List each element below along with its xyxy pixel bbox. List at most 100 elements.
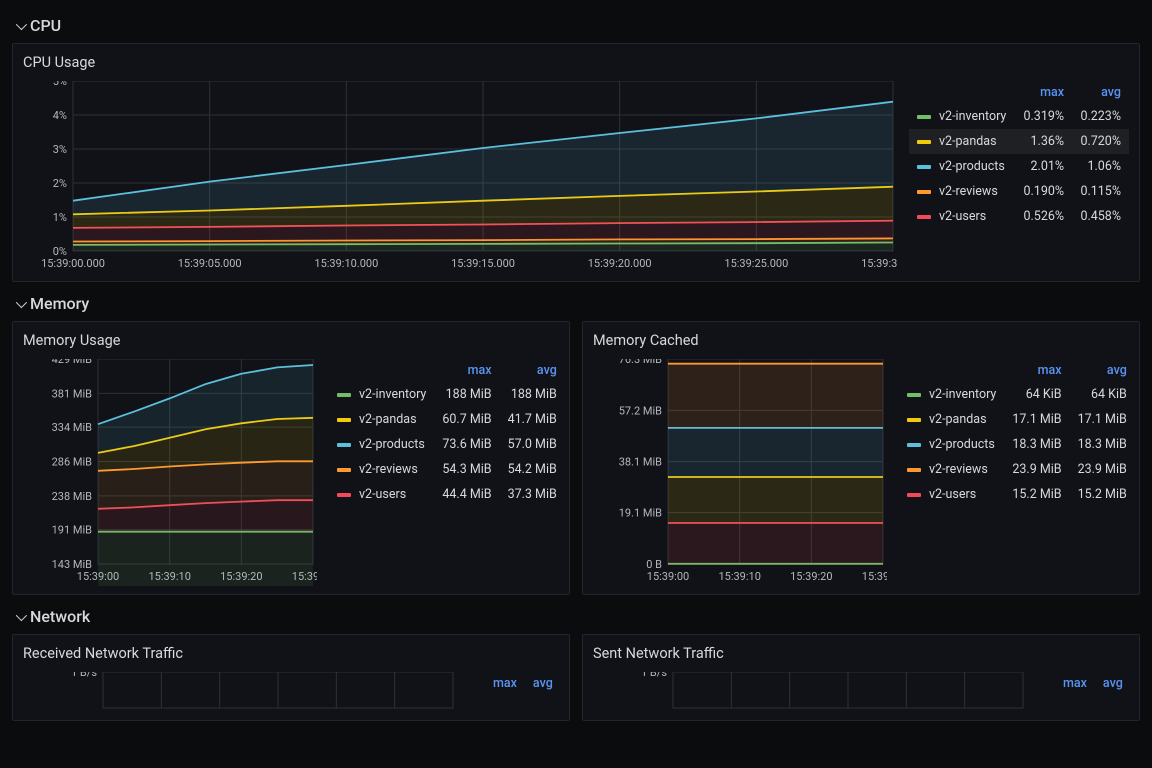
section-toggle-cpu[interactable]: CPU — [16, 16, 1140, 35]
svg-text:334 MiB: 334 MiB — [52, 421, 93, 434]
panel-title: Memory Usage — [23, 332, 559, 349]
memory-cached-chart[interactable]: 0 B19.1 MiB38.1 MiB57.2 MiB76.3 MiB15:39… — [593, 359, 887, 586]
legend-swatch — [337, 493, 351, 497]
legend-series-name: v2-inventory — [929, 387, 996, 402]
legend-series-name: v2-reviews — [939, 184, 998, 199]
legend-row[interactable]: v2-inventory 188 MiB188 MiB — [329, 382, 565, 407]
legend-value: 0.190% — [1015, 179, 1072, 204]
legend-col-header[interactable]: avg — [1070, 359, 1135, 382]
legend-series-name: v2-products — [359, 437, 425, 452]
legend-series-name: v2-inventory — [939, 109, 1006, 124]
legend-row[interactable]: v2-pandas1.36%0.720% — [909, 129, 1129, 154]
legend-row[interactable]: v2-pandas60.7 MiB41.7 MiB — [329, 407, 565, 432]
legend-series-name: v2-pandas — [939, 134, 997, 149]
legend-col-header[interactable] — [899, 359, 1004, 382]
legend-value: 1.06% — [1072, 154, 1129, 179]
legend-value: 15.2 MiB — [1004, 482, 1069, 507]
legend-swatch — [917, 215, 931, 219]
svg-text:15:39:20.000: 15:39:20.000 — [588, 257, 652, 270]
legend-series-name: v2-pandas — [359, 412, 417, 427]
svg-text:15:39:10: 15:39:10 — [148, 570, 190, 583]
legend-row[interactable]: v2-users0.526%0.458% — [909, 204, 1129, 229]
legend-series-name: v2-pandas — [929, 412, 987, 427]
svg-text:286 MiB: 286 MiB — [52, 456, 93, 469]
legend-row[interactable]: v2-products73.6 MiB57.0 MiB — [329, 432, 565, 457]
legend-series-name: v2-products — [939, 159, 1005, 174]
legend-row[interactable]: v2-reviews0.190%0.115% — [909, 179, 1129, 204]
legend-col-header[interactable]: avg — [500, 359, 565, 382]
legend-swatch — [917, 165, 931, 169]
panel-title: Memory Cached — [593, 332, 1129, 349]
panel-net-tx: Sent Network Traffic 1 B/s maxavg — [582, 634, 1140, 721]
legend-row[interactable]: v2-users44.4 MiB37.3 MiB — [329, 482, 565, 507]
svg-text:1 B/s: 1 B/s — [641, 672, 667, 679]
legend-col-header[interactable] — [1039, 672, 1055, 695]
legend-series-name: v2-inventory — [359, 387, 426, 402]
legend-swatch — [907, 443, 921, 447]
legend-swatch — [917, 190, 931, 194]
legend-value: 23.9 MiB — [1004, 457, 1069, 482]
legend-swatch — [337, 393, 351, 397]
legend-swatch — [337, 418, 351, 422]
chevron-down-icon — [16, 18, 27, 29]
legend-col-header[interactable]: max — [1004, 359, 1069, 382]
memory-cached-legend: maxavgv2-inventory64 KiB64 KiBv2-pandas1… — [899, 359, 1129, 586]
panel-memory-cached: Memory Cached 0 B19.1 MiB38.1 MiB57.2 Mi… — [582, 321, 1140, 595]
legend-value: 1.36% — [1015, 129, 1072, 154]
legend-col-header[interactable]: max — [1015, 81, 1072, 104]
legend-row[interactable]: v2-inventory64 KiB64 KiB — [899, 382, 1135, 407]
svg-text:15:39:20: 15:39:20 — [220, 570, 262, 583]
legend-series-name: v2-reviews — [929, 462, 988, 477]
legend-swatch — [917, 115, 931, 119]
legend-value: 73.6 MiB — [434, 432, 499, 457]
net-rx-chart[interactable]: 1 B/s — [23, 672, 457, 712]
legend-col-header[interactable] — [329, 359, 434, 382]
legend-value: 54.3 MiB — [434, 457, 499, 482]
legend-value: 15.2 MiB — [1070, 482, 1135, 507]
legend-row[interactable]: v2-products2.01%1.06% — [909, 154, 1129, 179]
panel-title: Sent Network Traffic — [593, 645, 1129, 662]
legend-value: 188 MiB — [434, 382, 499, 407]
legend-row[interactable]: v2-reviews23.9 MiB23.9 MiB — [899, 457, 1135, 482]
panel-memory-usage: Memory Usage 143 MiB191 MiB238 MiB286 Mi… — [12, 321, 570, 595]
legend-col-header[interactable] — [469, 672, 485, 695]
legend-swatch — [917, 140, 931, 144]
legend-value: 188 MiB — [500, 382, 565, 407]
cpu-chart[interactable]: 0%1%2%3%4%5%15:39:00.00015:39:05.00015:3… — [23, 81, 897, 273]
svg-text:76.3 MiB: 76.3 MiB — [619, 359, 662, 366]
svg-text:1%: 1% — [53, 211, 67, 224]
legend-value: 0.458% — [1072, 204, 1129, 229]
section-toggle-memory[interactable]: Memory — [16, 294, 1140, 313]
svg-text:15:39:10: 15:39:10 — [718, 570, 760, 583]
legend-row[interactable]: v2-inventory0.319%0.223% — [909, 104, 1129, 129]
legend-col-header[interactable]: avg — [1095, 672, 1131, 695]
legend-value: 44.4 MiB — [434, 482, 499, 507]
legend-series-name: v2-reviews — [359, 462, 418, 477]
legend-col-header[interactable]: avg — [1072, 81, 1129, 104]
legend-row[interactable]: v2-pandas17.1 MiB17.1 MiB — [899, 407, 1135, 432]
memory-usage-chart[interactable]: 143 MiB191 MiB238 MiB286 MiB334 MiB381 M… — [23, 359, 317, 586]
svg-text:15:39:30: 15:39:30 — [292, 570, 317, 583]
legend-row[interactable]: v2-products18.3 MiB18.3 MiB — [899, 432, 1135, 457]
legend-col-header[interactable]: max — [1055, 672, 1095, 695]
svg-text:15:39:05.000: 15:39:05.000 — [178, 257, 242, 270]
legend-col-header[interactable]: avg — [525, 672, 561, 695]
legend-value: 17.1 MiB — [1004, 407, 1069, 432]
net-tx-chart[interactable]: 1 B/s — [593, 672, 1027, 712]
legend-row[interactable]: v2-reviews 54.3 MiB54.2 MiB — [329, 457, 565, 482]
section-toggle-network[interactable]: Network — [16, 607, 1140, 626]
legend-row[interactable]: v2-users15.2 MiB15.2 MiB — [899, 482, 1135, 507]
net-tx-legend: maxavg — [1039, 672, 1129, 712]
svg-text:15:39:15.000: 15:39:15.000 — [451, 257, 515, 270]
svg-text:15:39:30: 15:39:30 — [862, 570, 887, 583]
legend-col-header[interactable]: max — [434, 359, 499, 382]
legend-swatch — [907, 393, 921, 397]
legend-swatch — [337, 468, 351, 472]
svg-text:5%: 5% — [53, 81, 67, 88]
legend-col-header[interactable] — [909, 81, 1015, 104]
section-title: CPU — [30, 16, 61, 35]
legend-col-header[interactable]: max — [485, 672, 525, 695]
svg-text:19.1 MiB: 19.1 MiB — [619, 507, 662, 520]
svg-text:4%: 4% — [53, 109, 67, 122]
legend-value: 54.2 MiB — [500, 457, 565, 482]
